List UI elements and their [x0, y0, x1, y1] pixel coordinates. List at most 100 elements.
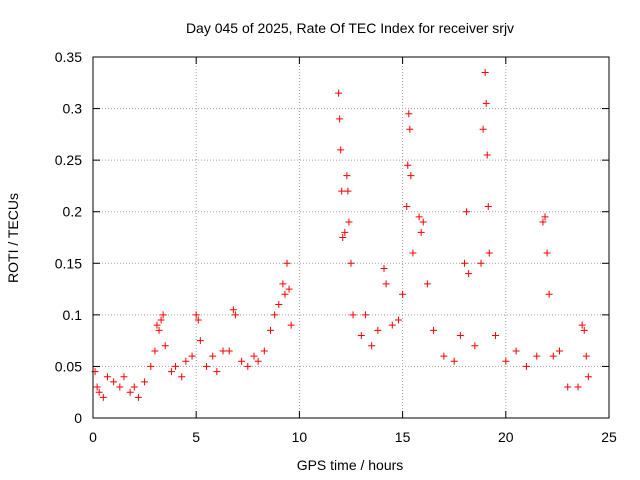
data-point — [349, 311, 357, 319]
data-point — [549, 352, 557, 360]
data-point — [450, 357, 458, 365]
data-point — [267, 326, 275, 334]
data-point — [461, 259, 469, 267]
data-point — [260, 347, 268, 355]
data-point — [213, 368, 221, 376]
data-point — [275, 301, 283, 309]
data-point — [147, 362, 155, 370]
data-point — [502, 357, 510, 365]
data-point — [161, 342, 169, 350]
data-point — [116, 383, 124, 391]
data-point — [192, 311, 200, 319]
data-point — [336, 115, 344, 123]
data-point — [533, 352, 541, 360]
x-tick-label: 5 — [192, 429, 200, 445]
x-tick-label: 20 — [498, 429, 514, 445]
data-point — [196, 337, 204, 345]
x-tick-label: 25 — [601, 429, 617, 445]
data-point — [374, 326, 382, 334]
data-point — [93, 383, 101, 391]
data-point — [541, 213, 549, 221]
data-point — [584, 373, 592, 381]
data-point — [194, 316, 202, 324]
data-point — [134, 393, 142, 401]
data-point — [283, 259, 291, 267]
data-point — [155, 326, 163, 334]
data-point — [95, 388, 103, 396]
data-point — [399, 290, 407, 298]
data-point — [335, 89, 343, 97]
data-point — [543, 249, 551, 257]
y-tick-label: 0.25 — [55, 152, 82, 168]
data-point — [285, 285, 293, 293]
data-point — [271, 311, 279, 319]
data-point — [417, 228, 425, 236]
data-point — [430, 326, 438, 334]
data-point — [157, 316, 165, 324]
data-point — [244, 362, 252, 370]
data-point — [250, 352, 258, 360]
data-point — [485, 249, 493, 257]
data-point — [159, 311, 167, 319]
data-points — [91, 68, 592, 401]
data-point — [337, 146, 345, 154]
x-axis-label: GPS time / hours — [297, 457, 404, 473]
data-point — [574, 383, 582, 391]
y-tick-label: 0.1 — [63, 307, 83, 323]
y-tick-label: 0.3 — [63, 101, 83, 117]
data-point — [219, 347, 227, 355]
y-tick-label: 0.15 — [55, 255, 82, 271]
data-point — [423, 280, 431, 288]
data-point — [188, 352, 196, 360]
data-point — [415, 213, 423, 221]
data-point — [580, 326, 588, 334]
data-point — [555, 347, 563, 355]
data-point — [471, 342, 479, 350]
data-point — [404, 161, 412, 169]
x-tick-label: 10 — [292, 429, 308, 445]
axis-ticks: 0 0.05 0.1 0.15 0.2 0.25 0.3 0.35 0 5 10 15 20 25 — [55, 49, 617, 445]
data-point — [564, 383, 572, 391]
y-tick-label: 0.35 — [55, 49, 82, 65]
data-point — [463, 208, 471, 216]
data-point — [482, 99, 490, 107]
chart-title: Day 045 of 2025, Rate Of TEC Index for r… — [186, 20, 514, 36]
data-point — [388, 321, 396, 329]
data-point — [406, 125, 414, 133]
data-point — [578, 321, 586, 329]
data-point — [407, 172, 415, 180]
data-point — [512, 347, 520, 355]
data-point — [238, 357, 246, 365]
data-point — [254, 357, 262, 365]
data-point — [405, 110, 413, 118]
data-point — [582, 352, 590, 360]
data-point — [172, 362, 180, 370]
data-point — [343, 172, 351, 180]
data-point — [403, 203, 411, 211]
data-point — [203, 362, 211, 370]
data-point — [151, 347, 159, 355]
y-axis-label: ROTI / TECUs — [5, 193, 21, 283]
x-tick-label: 15 — [395, 429, 411, 445]
data-point — [545, 290, 553, 298]
data-point — [539, 218, 547, 226]
data-point — [347, 259, 355, 267]
data-point — [120, 373, 128, 381]
data-point — [279, 280, 287, 288]
data-point — [357, 331, 365, 339]
data-point — [345, 218, 353, 226]
y-tick-label: 0 — [74, 410, 82, 426]
data-point — [491, 331, 499, 339]
data-point — [178, 373, 186, 381]
data-point — [419, 218, 427, 226]
data-point — [229, 306, 237, 314]
data-point — [440, 352, 448, 360]
y-tick-label: 0.05 — [55, 358, 82, 374]
data-point — [130, 383, 138, 391]
data-point — [167, 368, 175, 376]
data-point — [344, 187, 352, 195]
data-point — [231, 311, 239, 319]
plot-frame — [92, 56, 610, 419]
data-point — [484, 203, 492, 211]
data-point — [225, 347, 233, 355]
